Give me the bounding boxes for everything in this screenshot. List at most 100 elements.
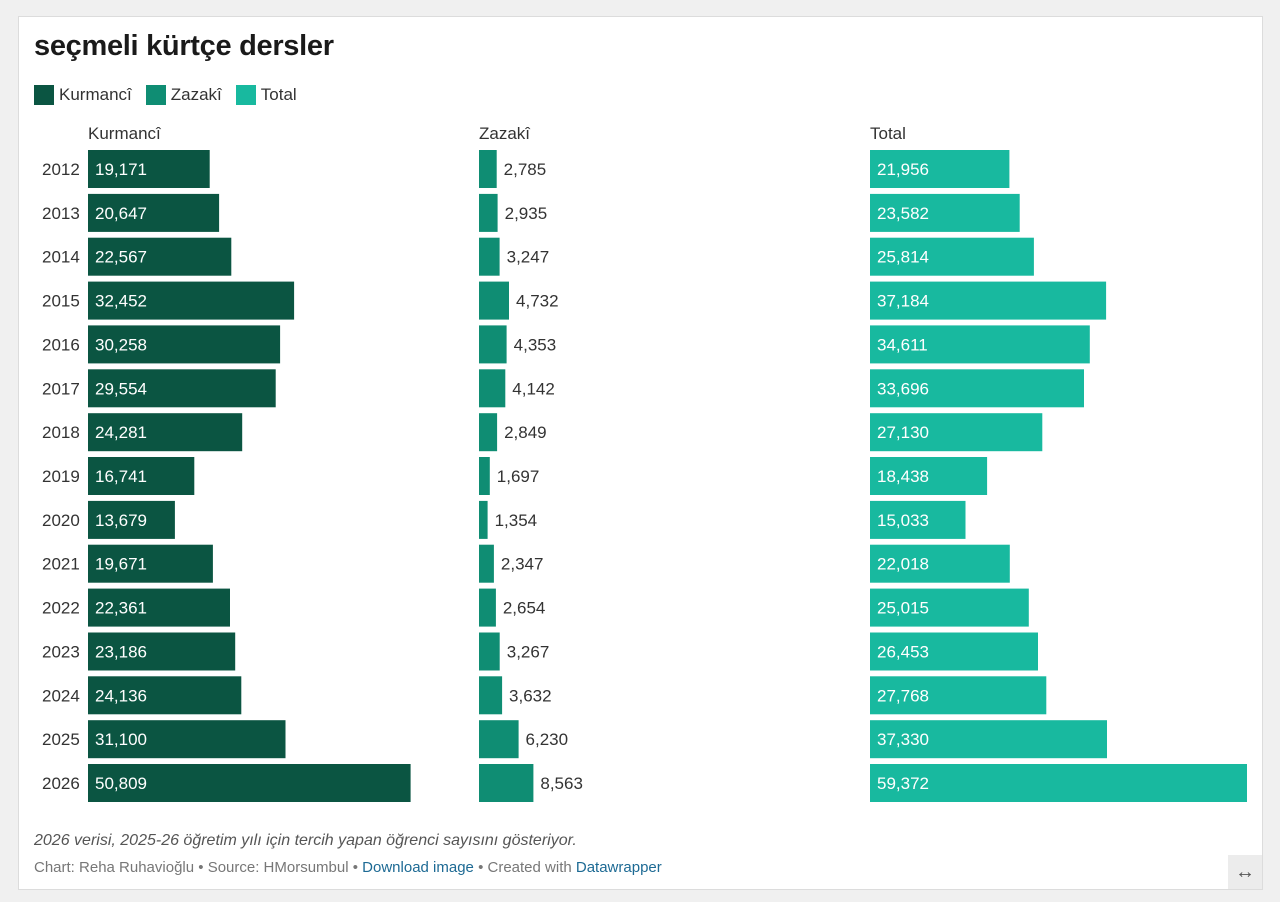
data-label: 23,582 xyxy=(877,204,929,223)
year-label: 2016 xyxy=(42,335,80,354)
chart-title: seçmeli kürtçe dersler xyxy=(34,30,334,62)
bar xyxy=(479,632,500,671)
data-label: 23,186 xyxy=(95,643,147,662)
bar xyxy=(88,676,242,715)
bar xyxy=(88,457,195,495)
year-label: 2019 xyxy=(42,467,80,486)
download-image-link[interactable]: Download image xyxy=(362,859,474,876)
year-label: 2013 xyxy=(42,204,80,223)
data-label: 2,654 xyxy=(503,599,546,618)
bar xyxy=(870,676,1047,715)
year-label: 2018 xyxy=(42,423,80,442)
bar xyxy=(479,413,498,452)
bar xyxy=(88,544,213,583)
bar xyxy=(88,500,175,539)
data-label: 8,563 xyxy=(540,774,583,793)
datawrapper-link[interactable]: Datawrapper xyxy=(575,859,662,876)
data-label: 1,354 xyxy=(495,511,538,530)
year-label: 2025 xyxy=(42,730,80,749)
data-label: 22,361 xyxy=(95,599,147,618)
bar xyxy=(870,457,988,495)
bar xyxy=(88,237,232,276)
bar xyxy=(870,193,1020,232)
year-label: 2015 xyxy=(42,292,80,311)
data-label: 33,696 xyxy=(877,379,929,398)
column-header-kurmanc: Kurmancî xyxy=(88,124,162,143)
bar xyxy=(479,720,519,759)
year-label: 2021 xyxy=(42,555,80,574)
data-label: 30,258 xyxy=(95,335,147,354)
data-label: 19,171 xyxy=(95,160,147,179)
legend-label-kurmanci: Kurmancî xyxy=(59,85,132,104)
data-label: 15,033 xyxy=(877,511,929,530)
bar xyxy=(479,588,496,627)
bar xyxy=(88,720,286,759)
legend-item-zazaki: Zazakî xyxy=(145,85,222,105)
bar xyxy=(870,237,1034,276)
data-label: 4,353 xyxy=(514,335,557,354)
data-label: 2,785 xyxy=(504,160,547,179)
byline-separator: • xyxy=(194,859,208,876)
data-label: 21,956 xyxy=(877,160,929,179)
data-label: 37,184 xyxy=(877,292,929,311)
data-label: 34,611 xyxy=(877,335,928,354)
bar xyxy=(479,676,503,715)
bar xyxy=(88,281,295,320)
data-label: 19,671 xyxy=(95,555,147,574)
bar xyxy=(479,457,490,495)
bar xyxy=(479,193,498,232)
column-header-total: Total xyxy=(870,124,906,143)
byline-created-with: Created with xyxy=(487,859,576,876)
data-label: 31,100 xyxy=(95,730,147,749)
year-label: 2020 xyxy=(42,511,80,530)
bar xyxy=(88,632,236,671)
bar xyxy=(479,281,509,320)
bar xyxy=(870,150,1010,188)
bar xyxy=(870,720,1107,759)
bar xyxy=(479,764,534,802)
bar xyxy=(870,369,1084,408)
bar xyxy=(870,632,1038,671)
data-label: 24,281 xyxy=(95,423,147,442)
legend-item-kurmanci: Kurmancî xyxy=(34,85,132,105)
column-header-zazak: Zazakî xyxy=(479,124,531,143)
data-label: 50,809 xyxy=(95,774,147,793)
data-label: 22,567 xyxy=(95,248,147,267)
bar xyxy=(870,281,1107,320)
year-label: 2024 xyxy=(42,686,80,705)
data-label: 25,814 xyxy=(877,248,929,267)
data-label: 25,015 xyxy=(877,599,929,618)
byline-source: Source: HMorsumbul xyxy=(207,859,349,876)
bar xyxy=(88,764,411,802)
legend-swatch-zazaki xyxy=(145,85,166,105)
data-label: 3,267 xyxy=(507,643,550,662)
legend-label-total: Total xyxy=(260,85,297,104)
data-label: 4,142 xyxy=(512,379,555,398)
byline-separator: • xyxy=(473,859,488,876)
bar xyxy=(870,500,966,539)
legend-label-zazaki: Zazakî xyxy=(170,85,222,104)
data-label: 27,130 xyxy=(877,423,929,442)
bar xyxy=(88,369,276,408)
data-label: 4,732 xyxy=(516,292,559,311)
year-label: 2017 xyxy=(42,379,80,398)
bar xyxy=(88,588,230,627)
legend: Kurmancî Zazakî Total xyxy=(34,85,311,105)
data-label: 3,247 xyxy=(507,248,550,267)
year-label: 2012 xyxy=(42,160,80,179)
bar xyxy=(870,544,1010,583)
data-label: 1,697 xyxy=(497,467,540,486)
data-label: 24,136 xyxy=(95,686,147,705)
year-label: 2026 xyxy=(42,774,80,793)
data-label: 13,679 xyxy=(95,511,147,530)
year-label: 2023 xyxy=(42,643,80,662)
bar xyxy=(479,500,488,539)
chart-note: 2026 verisi, 2025-26 öğretim yılı için t… xyxy=(34,832,577,849)
bar xyxy=(870,764,1247,802)
data-label: 27,768 xyxy=(877,686,929,705)
data-label: 3,632 xyxy=(509,686,552,705)
data-label: 22,018 xyxy=(877,555,929,574)
data-label: 37,330 xyxy=(877,730,929,749)
data-label: 32,452 xyxy=(95,292,147,311)
resize-icon[interactable]: ↔ xyxy=(1228,855,1262,889)
